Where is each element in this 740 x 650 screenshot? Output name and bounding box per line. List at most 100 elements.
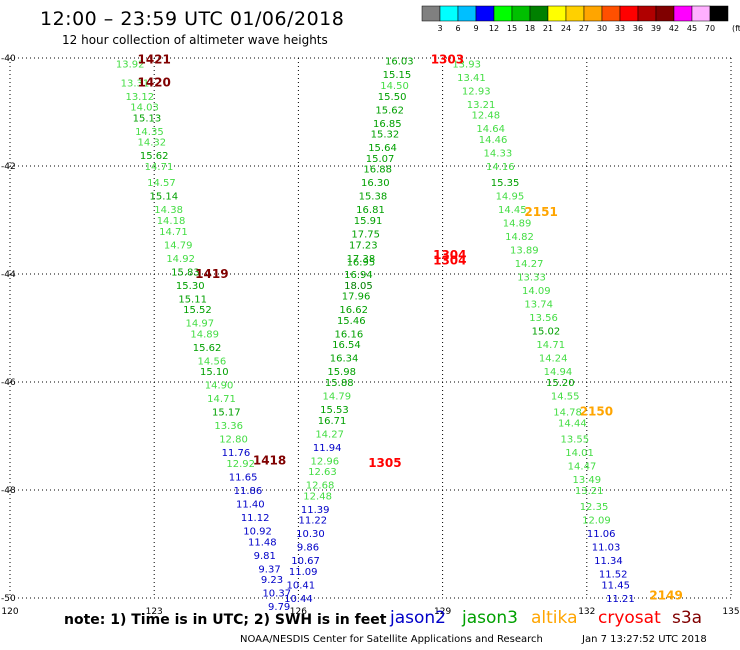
- data-point-altika: 15.02: [532, 327, 561, 338]
- y-tick-label: -42: [1, 162, 16, 172]
- time-label-cryosat: 1305: [368, 456, 401, 470]
- data-point-altika: 12.35: [580, 502, 609, 513]
- data-point-s3a: 13.12: [125, 92, 154, 103]
- colorbar-swatch: [421, 5, 441, 22]
- y-tick-label: -40: [1, 54, 16, 64]
- data-point-altika: 14.95: [496, 192, 525, 203]
- footer-timestamp: Jan 7 13:27:52 UTC 2018: [582, 634, 707, 645]
- time-label-cryosat: 1303: [431, 53, 464, 67]
- data-point-s3a: 15.17: [212, 408, 241, 419]
- x-tick-label: 120: [1, 607, 18, 617]
- data-point-altika: 13.41: [457, 73, 486, 84]
- data-point-altika: 12.48: [472, 111, 501, 122]
- data-point-s3a: 14.35: [135, 127, 164, 138]
- legend-jason2: jason2: [390, 608, 446, 628]
- time-label-altika: 2150: [580, 405, 613, 419]
- data-point-altika: 13.56: [529, 313, 558, 324]
- data-point-s3a: 15.83: [171, 267, 200, 278]
- colorbar-swatch: [547, 5, 567, 22]
- y-tick-label: -46: [1, 378, 16, 388]
- data-point-altika: 15.20: [546, 378, 575, 389]
- data-point-cryosat: 11.09: [289, 567, 318, 578]
- data-point-altika: 12.93: [462, 86, 491, 97]
- data-point-cryosat: 12.96: [311, 456, 340, 467]
- x-tick-label: 126: [290, 607, 307, 617]
- data-point-altika: 13.93: [452, 59, 481, 70]
- data-point-cryosat: 12.48: [303, 491, 332, 502]
- data-point-s3a: 15.52: [183, 305, 212, 316]
- colorbar-swatch: [565, 5, 585, 22]
- data-point-cryosat: 15.46: [337, 316, 366, 327]
- data-point-altika: 14.94: [544, 367, 573, 378]
- data-point-s3a: 14.90: [205, 381, 234, 392]
- colorbar-swatch: [655, 5, 675, 22]
- x-tick-label: 135: [722, 607, 739, 617]
- data-point-altika: 14.55: [551, 392, 580, 403]
- data-point-cryosat: 16.54: [332, 340, 361, 351]
- data-point-s3a: 9.79: [268, 602, 290, 613]
- data-point-s3a: 10.37: [262, 589, 291, 600]
- colorbar-level: 9: [473, 24, 478, 33]
- data-point-cryosat: 14.50: [380, 81, 409, 92]
- colorbar-level: 6: [455, 24, 460, 33]
- data-point-s3a: 14.89: [190, 329, 219, 340]
- legend-cryosat: cryosat: [598, 608, 661, 628]
- data-point-cryosat: 17.96: [342, 292, 371, 303]
- colorbar-swatch: [511, 5, 531, 22]
- colorbar-level: 24: [561, 24, 571, 33]
- colorbar-swatch: [493, 5, 513, 22]
- data-point-s3a: 15.14: [149, 192, 178, 203]
- footer-note: note: 1) Time is in UTC; 2) SWH is in fe…: [64, 612, 387, 628]
- y-tick-label: -48: [1, 486, 16, 496]
- data-point-altika: 13.55: [560, 435, 589, 446]
- colorbar-level: 36: [633, 24, 643, 33]
- time-label-altika: 2151: [524, 205, 557, 219]
- data-point-s3a: 14.71: [145, 162, 174, 173]
- data-point-cryosat: 16.16: [335, 329, 364, 340]
- colorbar-swatch: [637, 5, 657, 22]
- data-point-cryosat: 18.05: [344, 281, 373, 292]
- chart-subtitle: 12 hour collection of altimeter wave hei…: [62, 33, 328, 47]
- colorbar-swatch: [583, 5, 603, 22]
- data-point-s3a: 14.97: [186, 319, 215, 330]
- data-point-altika: 13.21: [575, 486, 604, 497]
- colorbar-swatch: [601, 5, 621, 22]
- data-point-altika: 11.34: [594, 556, 623, 567]
- data-point-cryosat: 16.34: [330, 354, 359, 365]
- data-point-cryosat: 16.95: [347, 258, 376, 269]
- data-point-altika: 14.16: [486, 162, 515, 173]
- data-point-cryosat: 14.27: [315, 429, 344, 440]
- data-point-s3a: 14.03: [130, 103, 159, 114]
- data-point-s3a: 14.38: [154, 205, 183, 216]
- data-point-cryosat: 11.39: [301, 505, 330, 516]
- data-point-cryosat: 17.38: [347, 254, 376, 265]
- data-point-cryosat: 17.75: [351, 230, 380, 241]
- data-point-cryosat: 16.30: [361, 178, 390, 189]
- data-point-altika: 14.24: [539, 354, 568, 365]
- colorbar-swatch: [529, 5, 549, 22]
- data-point-s3a: 14.32: [137, 138, 166, 149]
- legend-altika: altika: [531, 608, 578, 628]
- time-label-s3a: 1418: [253, 453, 286, 467]
- data-point-cryosat: 15.50: [378, 92, 407, 103]
- data-point-altika: 14.89: [503, 219, 532, 230]
- data-point-altika: 14.47: [568, 462, 597, 473]
- data-point-s3a: 10.92: [243, 527, 272, 538]
- data-point-cryosat: 15.62: [375, 105, 404, 116]
- colorbar-swatch: [709, 5, 729, 22]
- data-point-s3a: 11.12: [241, 513, 270, 524]
- data-point-altika: 14.78: [553, 408, 582, 419]
- colorbar-swatch: [673, 5, 693, 22]
- data-point-altika: 11.06: [587, 529, 616, 540]
- data-point-cryosat: 16.81: [356, 205, 385, 216]
- data-point-cryosat: 16.71: [318, 416, 347, 427]
- data-point-cryosat: 15.88: [325, 378, 354, 389]
- data-point-cryosat: 11.94: [313, 443, 342, 454]
- data-point-cryosat: 15.91: [354, 216, 383, 227]
- data-point-altika: 13.89: [510, 246, 539, 257]
- data-point-s3a: 14.71: [207, 394, 236, 405]
- data-point-cryosat: 16.03: [385, 57, 414, 68]
- colorbar-level: 70: [705, 24, 715, 33]
- data-point-cryosat: 12.68: [306, 481, 335, 492]
- data-point-altika: 14.33: [484, 149, 513, 160]
